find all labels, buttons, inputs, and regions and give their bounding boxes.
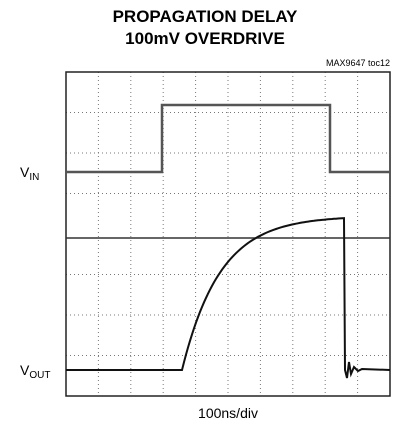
grid <box>66 72 390 396</box>
figure-note: MAX9647 toc12 <box>326 58 390 68</box>
vout-trace <box>66 217 391 379</box>
title-line: PROPAGATION DELAY <box>113 7 298 26</box>
vin-sub: IN <box>29 172 39 183</box>
vin-label: VIN <box>20 164 39 183</box>
vout-sub: OUT <box>29 370 50 381</box>
vin-main: V <box>20 164 30 180</box>
vout-main: V <box>20 362 30 378</box>
vout-label: VOUT <box>20 362 50 381</box>
screen-frame <box>65 71 391 397</box>
title-line: 100mV OVERDRIVE <box>125 29 285 48</box>
time-scale: 100ns/div <box>198 405 258 421</box>
vin-trace <box>66 103 390 174</box>
